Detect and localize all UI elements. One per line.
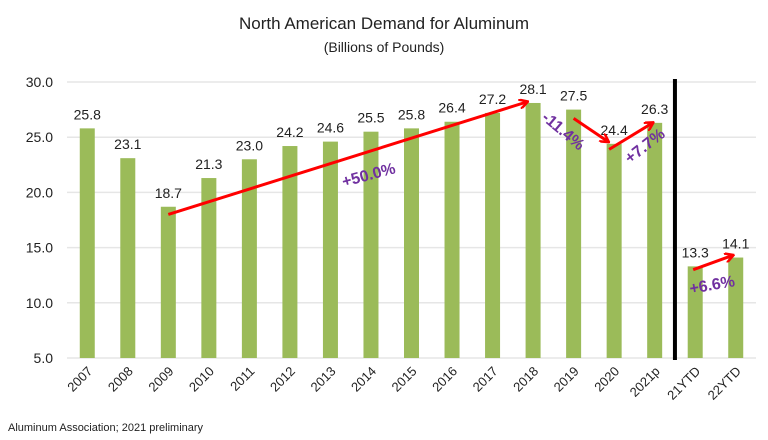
- source-note: Aluminum Association; 2021 preliminary: [8, 422, 204, 434]
- bar-2012: [282, 146, 298, 358]
- y-tick-label: 20.0: [26, 184, 53, 200]
- bar-2020: [606, 143, 622, 358]
- data-label: 25.8: [74, 106, 101, 122]
- x-tick-label: 2019: [551, 364, 582, 395]
- bar-2013: [322, 141, 338, 358]
- x-tick-label: 2008: [105, 364, 136, 395]
- y-tick-label: 15.0: [26, 240, 53, 256]
- x-tick-label: 2013: [308, 364, 339, 395]
- data-label: 24.2: [276, 124, 303, 140]
- x-tick-label: 2016: [429, 364, 460, 395]
- y-tick-label: 25.0: [26, 129, 53, 145]
- data-label: 26.4: [438, 100, 465, 116]
- bar-2021p: [647, 122, 663, 359]
- bar-2018: [525, 102, 541, 358]
- x-tick-label: 2009: [145, 364, 176, 395]
- bar-2014: [363, 131, 379, 358]
- x-tick-label: 2020: [591, 364, 622, 395]
- data-label: 24.6: [317, 120, 344, 136]
- y-tick-label: 5.0: [34, 350, 54, 366]
- x-tick-label: 2011: [227, 364, 257, 394]
- data-label: 25.8: [398, 106, 425, 122]
- bar-2016: [444, 121, 460, 358]
- data-label: 27.5: [560, 88, 587, 104]
- bar-2011: [241, 159, 257, 358]
- x-tick-label: 2014: [348, 364, 379, 395]
- x-tick-label: 21YTD: [664, 364, 703, 403]
- data-label: 13.3: [682, 244, 709, 260]
- change-arrow: [572, 117, 609, 141]
- bar-2008: [120, 158, 136, 358]
- bar-22YTD: [728, 257, 744, 358]
- chart-subtitle: (Billions of Pounds): [324, 39, 445, 55]
- y-tick-label: 30.0: [26, 74, 53, 90]
- data-label: 27.2: [479, 91, 506, 107]
- y-tick-label: 10.0: [26, 295, 53, 311]
- data-label: 21.3: [195, 156, 222, 172]
- change-arrow: [167, 102, 527, 216]
- bar-2015: [404, 128, 419, 358]
- x-tick-label: 22YTD: [705, 364, 744, 403]
- x-tick-label: 2010: [186, 364, 217, 395]
- bar-2007: [79, 128, 95, 358]
- chart-title: North American Demand for Aluminum: [239, 14, 529, 33]
- x-tick-label: 2021p: [627, 364, 663, 400]
- bar-2019: [566, 109, 582, 358]
- bar-2010: [201, 178, 217, 358]
- change-arrow: [692, 255, 733, 272]
- data-label: 28.1: [519, 81, 546, 97]
- data-label: 25.5: [357, 110, 384, 126]
- x-tick-label: 2012: [267, 364, 298, 395]
- data-label: 18.7: [155, 185, 182, 201]
- x-tick-label: 2015: [389, 364, 420, 395]
- data-label: 24.4: [601, 122, 628, 138]
- x-tick-label: 2007: [64, 364, 95, 395]
- change-arrow: [608, 123, 653, 151]
- data-label: 14.1: [722, 236, 749, 252]
- bar-2009: [160, 206, 176, 358]
- bar-21YTD: [687, 266, 703, 358]
- data-label: 26.3: [641, 101, 668, 117]
- bar-2017: [485, 112, 501, 358]
- x-tick-label: 2017: [470, 364, 501, 395]
- data-label: 23.0: [236, 137, 263, 153]
- x-tick-label: 2018: [510, 364, 541, 395]
- data-label: 23.1: [114, 136, 141, 152]
